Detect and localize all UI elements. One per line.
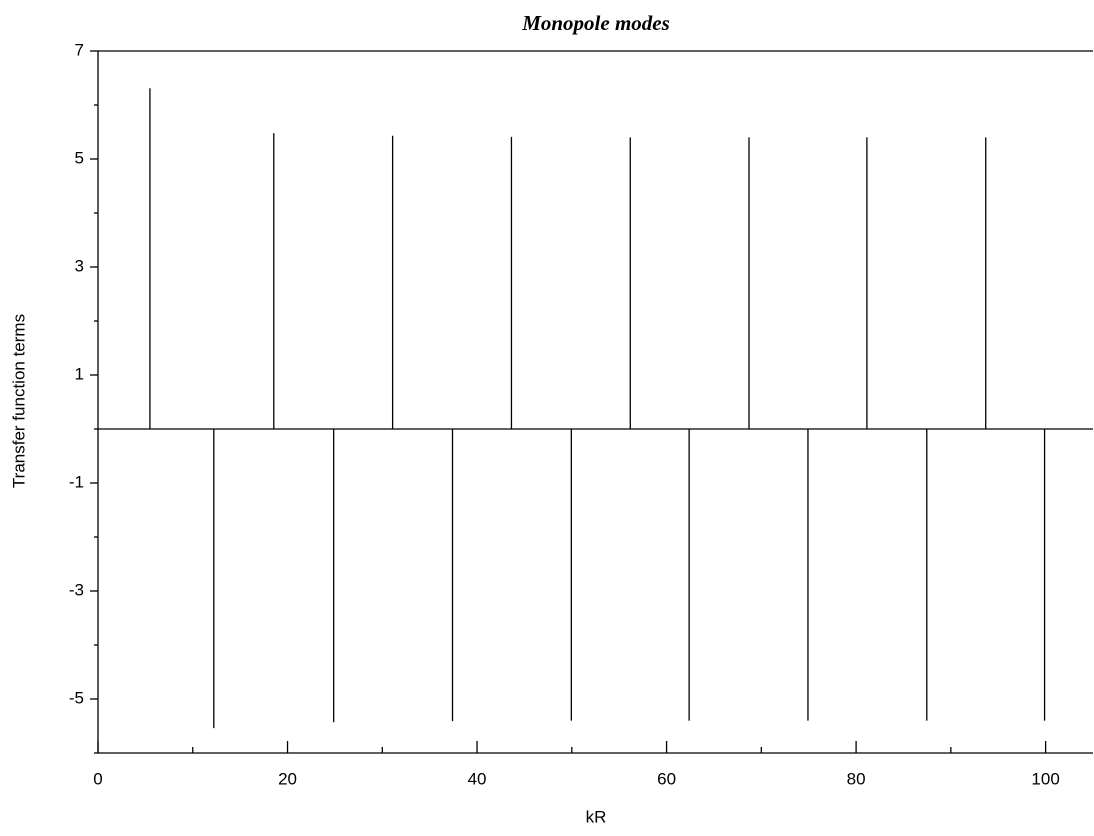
y-tick-label: 5: [75, 148, 84, 167]
x-tick-label: 100: [1031, 769, 1059, 788]
y-tick-label: -1: [69, 472, 84, 491]
x-tick-label: 20: [278, 769, 297, 788]
chart-title: Monopole modes: [521, 11, 670, 35]
x-axis-label: kR: [586, 807, 607, 826]
y-tick-label: 1: [75, 364, 84, 383]
y-axis-label: Transfer function terms: [9, 314, 28, 488]
x-tick-label: 0: [93, 769, 102, 788]
y-tick-label: 3: [75, 256, 84, 275]
x-tick-label: 60: [657, 769, 676, 788]
x-tick-label: 40: [468, 769, 487, 788]
y-tick-label: -3: [69, 580, 84, 599]
x-tick-label: 80: [847, 769, 866, 788]
y-tick-label: 7: [75, 40, 84, 59]
y-tick-label: -5: [69, 688, 84, 707]
